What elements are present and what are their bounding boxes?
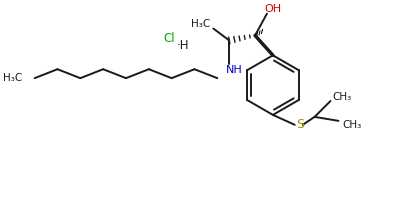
- Text: ·H: ·H: [176, 39, 189, 52]
- Text: CH₃: CH₃: [333, 92, 352, 102]
- Text: CH₃: CH₃: [343, 120, 362, 130]
- Text: S: S: [296, 118, 304, 131]
- Text: H₃C: H₃C: [4, 73, 23, 83]
- Text: OH: OH: [264, 4, 282, 14]
- Text: Cl: Cl: [164, 32, 176, 45]
- Text: NH: NH: [226, 65, 242, 75]
- Text: H₃C: H₃C: [191, 19, 210, 29]
